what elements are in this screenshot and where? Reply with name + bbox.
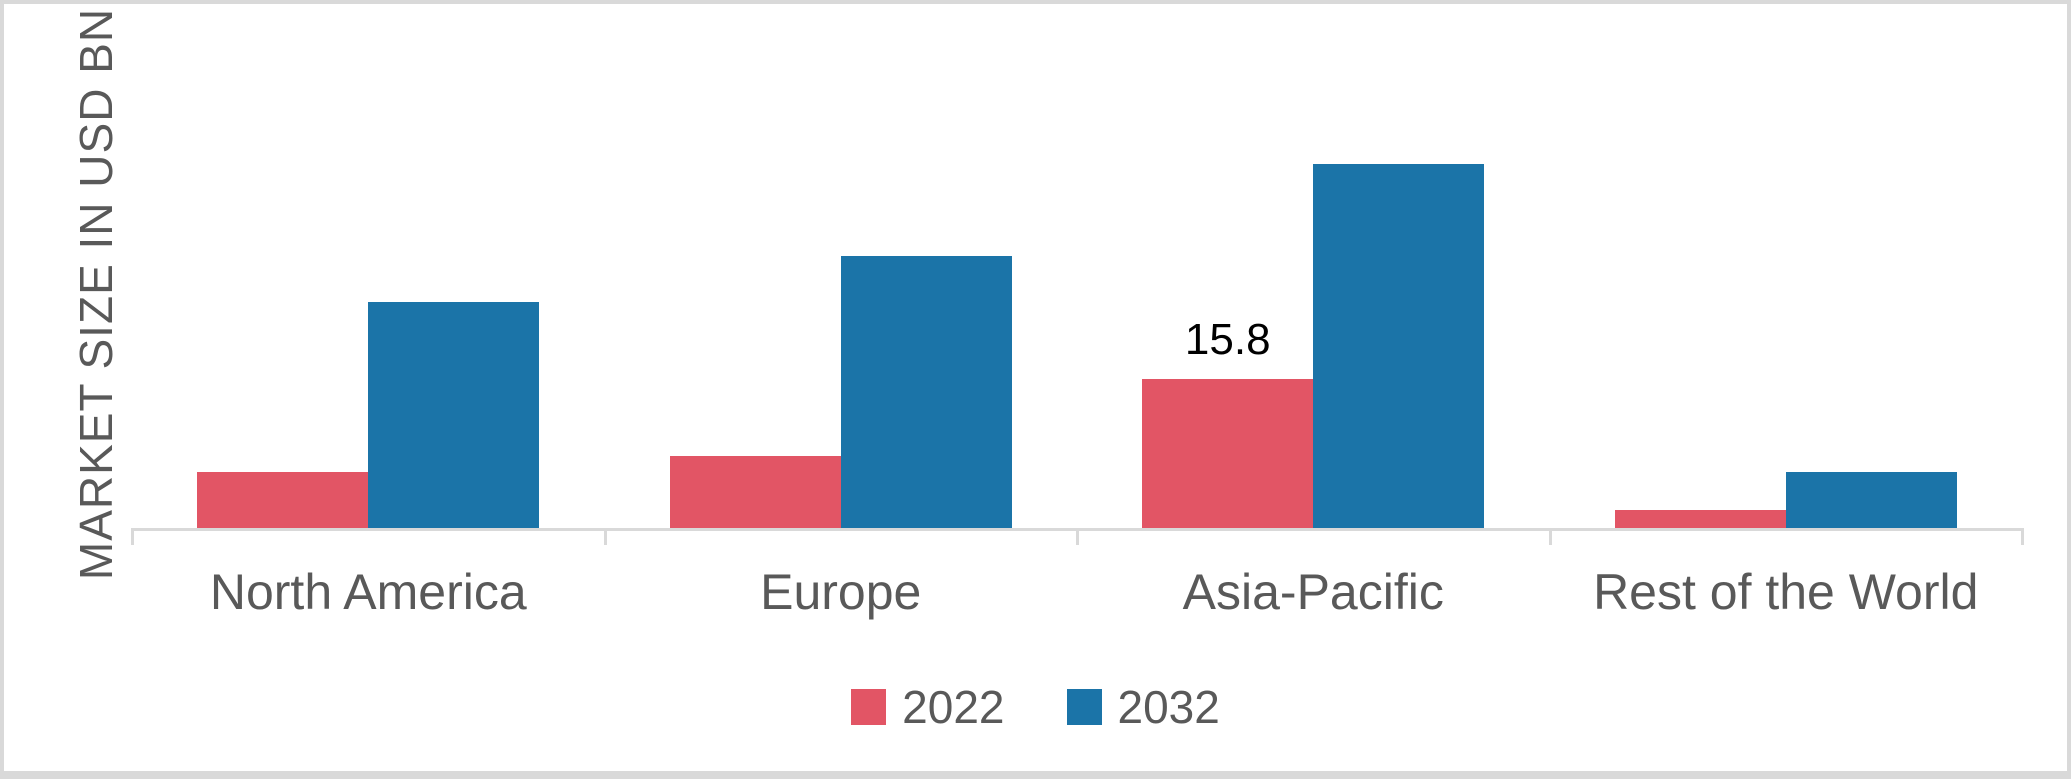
x-axis-tick xyxy=(1549,528,1552,545)
legend-swatch-2032 xyxy=(1066,689,1102,725)
bar-group-asia-pacific: 15.8 xyxy=(1077,4,1550,528)
bar-2022-north-america xyxy=(197,472,369,528)
bar-2022-rest-of-the-world xyxy=(1614,510,1786,528)
legend-swatch-2022 xyxy=(851,689,887,725)
bar-group-north-america xyxy=(132,4,605,528)
data-label-asia-pacific-2022: 15.8 xyxy=(1184,315,1271,364)
x-axis-label-north-america: North America xyxy=(209,564,527,620)
x-axis-label-asia-pacific: Asia-Pacific xyxy=(1182,564,1444,620)
bar-2032-asia-pacific xyxy=(1313,164,1485,528)
legend-item-2022: 2022 xyxy=(851,680,1005,734)
bar-2032-rest-of-the-world xyxy=(1785,472,1957,528)
x-axis-tick xyxy=(1076,528,1079,545)
bar-2022-asia-pacific: 15.8 xyxy=(1142,315,1314,528)
x-axis-tick xyxy=(131,528,134,545)
x-axis-label-rest-of-the-world: Rest of the World xyxy=(1593,564,1979,620)
legend-item-2032: 2032 xyxy=(1066,680,1220,734)
x-axis-tick xyxy=(2021,528,2024,545)
x-axis-tick xyxy=(604,528,607,545)
y-axis-title: MARKET SIZE IN USD BN xyxy=(70,7,122,581)
legend-label-2032: 2032 xyxy=(1117,681,1220,733)
x-axis-label-europe: Europe xyxy=(760,564,922,620)
bar-group-europe xyxy=(605,4,1078,528)
bar-2022-europe xyxy=(669,456,841,528)
bar-2032-north-america xyxy=(368,302,540,528)
bar-group-rest-of-the-world xyxy=(1550,4,2023,528)
legend: 2022 2032 xyxy=(4,680,2067,734)
bar-2032-europe xyxy=(840,256,1012,528)
x-axis-labels: North America Europe Asia-Pacific Rest of t… xyxy=(132,560,2022,624)
plot-area: 15.8 xyxy=(132,4,2022,531)
legend-label-2022: 2022 xyxy=(902,681,1005,733)
